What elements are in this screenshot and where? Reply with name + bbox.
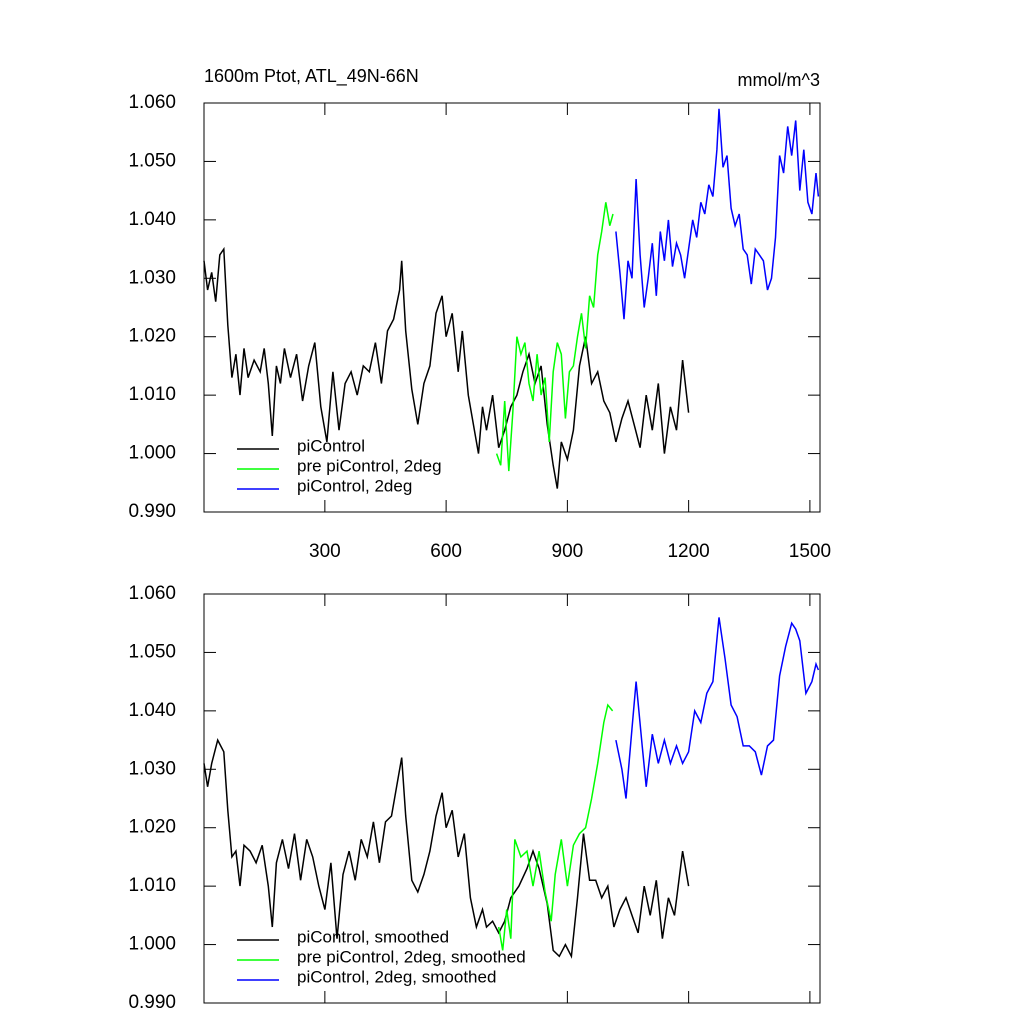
x-tick-label: 300 [309, 541, 341, 562]
plot-frame [203, 102, 821, 513]
legend-label: piControl, 2deg, smoothed [297, 967, 496, 986]
plot-frame [203, 593, 821, 1004]
y-tick-label: 1.000 [128, 443, 176, 464]
series-line [615, 108, 820, 320]
series-line [203, 738, 690, 959]
y-tick-label: 1.000 [128, 934, 176, 955]
legend-label: pre piControl, 2deg [297, 456, 442, 475]
series-line [497, 703, 614, 951]
y-tick-label: 1.060 [128, 92, 176, 113]
x-tick-label: 1500 [789, 541, 831, 562]
x-tick-label: 1200 [667, 541, 709, 562]
legend-label: piControl [297, 436, 365, 455]
series-line [615, 617, 820, 799]
y-tick-label: 1.030 [128, 267, 176, 288]
y-tick-label: 1.040 [128, 700, 176, 721]
y-tick-label: 1.010 [128, 384, 176, 405]
series-line [203, 246, 690, 489]
y-tick-label: 1.050 [128, 641, 176, 662]
y-tick-label: 1.060 [128, 583, 176, 604]
x-tick-label: 600 [430, 541, 462, 562]
legend-label: pre piControl, 2deg, smoothed [297, 947, 526, 966]
units-label: mmol/m^3 [738, 70, 820, 90]
y-tick-label: 1.010 [128, 875, 176, 896]
legend-label: piControl, smoothed [297, 927, 449, 946]
y-tick-label: 1.040 [128, 209, 176, 230]
y-tick-label: 1.050 [128, 150, 176, 171]
chart-title: 1600m Ptot, ATL_49N-66N [204, 66, 419, 87]
x-tick-label: 900 [552, 541, 584, 562]
y-tick-label: 0.990 [128, 501, 176, 522]
y-tick-label: 0.990 [128, 992, 176, 1013]
y-tick-label: 1.020 [128, 326, 176, 347]
y-tick-label: 1.030 [128, 758, 176, 779]
y-tick-label: 1.020 [128, 817, 176, 838]
series-line [495, 202, 614, 472]
legend-label: piControl, 2deg [297, 476, 412, 495]
